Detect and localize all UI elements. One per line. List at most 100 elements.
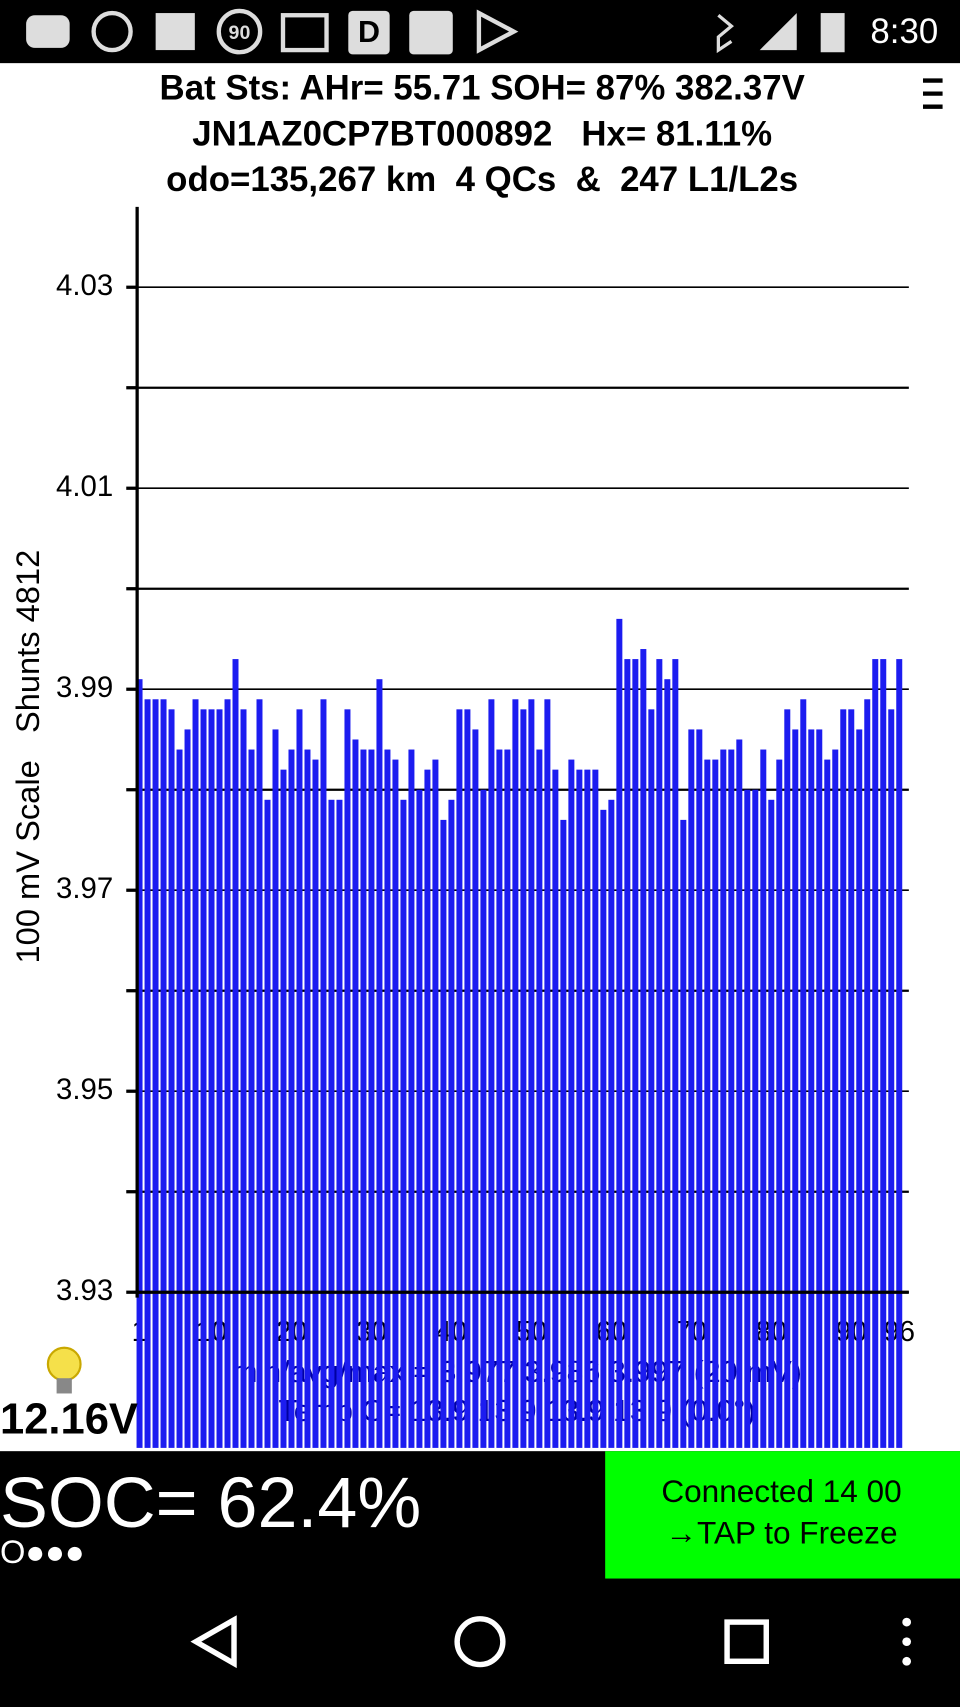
- bar: [736, 739, 743, 1448]
- header-line: odo=135,267 km 4 QCs & 247 L1/L2s: [166, 160, 798, 199]
- bar: [408, 749, 415, 1448]
- bar: [520, 709, 527, 1448]
- badge: 90: [229, 22, 251, 44]
- bar: [608, 799, 615, 1448]
- bar: [464, 709, 471, 1448]
- y-tick-label: 3.93: [56, 1274, 113, 1307]
- bar: [440, 819, 447, 1448]
- bar: [672, 659, 679, 1448]
- bar: [552, 769, 559, 1448]
- icon: [348, 10, 390, 55]
- bar: [264, 799, 271, 1448]
- clock: 8:30: [870, 12, 938, 51]
- bar: [848, 709, 855, 1448]
- bar: [584, 769, 591, 1448]
- bar: [872, 659, 879, 1448]
- freeze-button[interactable]: [605, 1451, 960, 1579]
- dots: O●●●: [0, 1533, 85, 1570]
- bar: [792, 729, 799, 1448]
- bar: [864, 699, 871, 1448]
- bar: [488, 699, 495, 1448]
- bar: [856, 729, 863, 1448]
- bar: [592, 769, 599, 1448]
- home-button[interactable]: [454, 1616, 506, 1668]
- button-text[interactable]: Connected 14 00: [661, 1473, 901, 1509]
- status-icons: [26, 8, 845, 55]
- bar: [240, 709, 247, 1448]
- bar: [312, 759, 319, 1448]
- bar: [640, 649, 647, 1448]
- bar: [392, 759, 399, 1448]
- bar: [232, 659, 239, 1448]
- bar: [376, 679, 383, 1448]
- overflow-button[interactable]: [902, 1617, 912, 1666]
- bar: [168, 709, 175, 1448]
- bulb-icon: [46, 1346, 82, 1382]
- bar: [208, 709, 215, 1448]
- icon: [716, 13, 734, 54]
- bar: [360, 749, 367, 1448]
- bar: [320, 699, 327, 1448]
- bar: [632, 659, 639, 1448]
- header-line: Bat Sts: AHr= 55.71 SOH= 87% 382.37V: [160, 69, 805, 108]
- bar: [504, 749, 511, 1448]
- bar: [136, 679, 143, 1448]
- bar: [704, 759, 711, 1448]
- bar: [696, 729, 703, 1448]
- bar: [840, 709, 847, 1448]
- app-letter: D: [358, 15, 380, 49]
- button-text[interactable]: →TAP to Freeze: [666, 1514, 898, 1550]
- icon: [91, 10, 133, 53]
- bar: [192, 699, 199, 1448]
- bar: [368, 749, 375, 1448]
- bar: [824, 759, 831, 1448]
- bar: [296, 709, 303, 1448]
- y-tick-label: 4.03: [56, 269, 113, 302]
- back-button[interactable]: [190, 1615, 237, 1669]
- bar: [216, 709, 223, 1448]
- bar: [688, 729, 695, 1448]
- bar: [256, 699, 263, 1448]
- icon: [26, 15, 70, 48]
- bar: [560, 819, 567, 1448]
- bar: [472, 729, 479, 1448]
- bar: [336, 799, 343, 1448]
- bar: [272, 729, 279, 1448]
- bar: [304, 749, 311, 1448]
- icon: [476, 9, 519, 54]
- bar: [784, 709, 791, 1448]
- bar: [768, 799, 775, 1448]
- bar: [664, 679, 671, 1448]
- bar: [176, 749, 183, 1448]
- bar: [568, 759, 575, 1448]
- bar: [280, 769, 287, 1448]
- bar: [808, 729, 815, 1448]
- pack-voltage: 12.16V: [0, 1395, 138, 1443]
- recents-button[interactable]: [724, 1619, 769, 1664]
- chart: 3.933.953.973.994.014.031102030405060708…: [0, 206, 915, 1448]
- bar: [152, 699, 159, 1448]
- icon: [280, 13, 329, 53]
- nav-bar: [190, 1615, 769, 1669]
- icon: [820, 13, 845, 53]
- bar: [224, 699, 231, 1448]
- bar: [400, 799, 407, 1448]
- bar: [528, 699, 535, 1448]
- bar: [424, 769, 431, 1448]
- bulb-base: [56, 1378, 72, 1394]
- bar: [496, 749, 503, 1448]
- bar: [880, 659, 887, 1448]
- bar: [288, 749, 295, 1448]
- bar: [760, 749, 767, 1448]
- bar: [656, 659, 663, 1448]
- icon: [155, 13, 195, 51]
- bar: [456, 709, 463, 1448]
- y-tick-label: 3.95: [56, 1073, 113, 1106]
- bar: [544, 699, 551, 1448]
- bar: [248, 749, 255, 1448]
- y-tick-label: 3.99: [56, 671, 113, 704]
- y-axis-label: 100 mV Scale Shunts 4812: [9, 550, 46, 964]
- menu-button[interactable]: [922, 78, 943, 109]
